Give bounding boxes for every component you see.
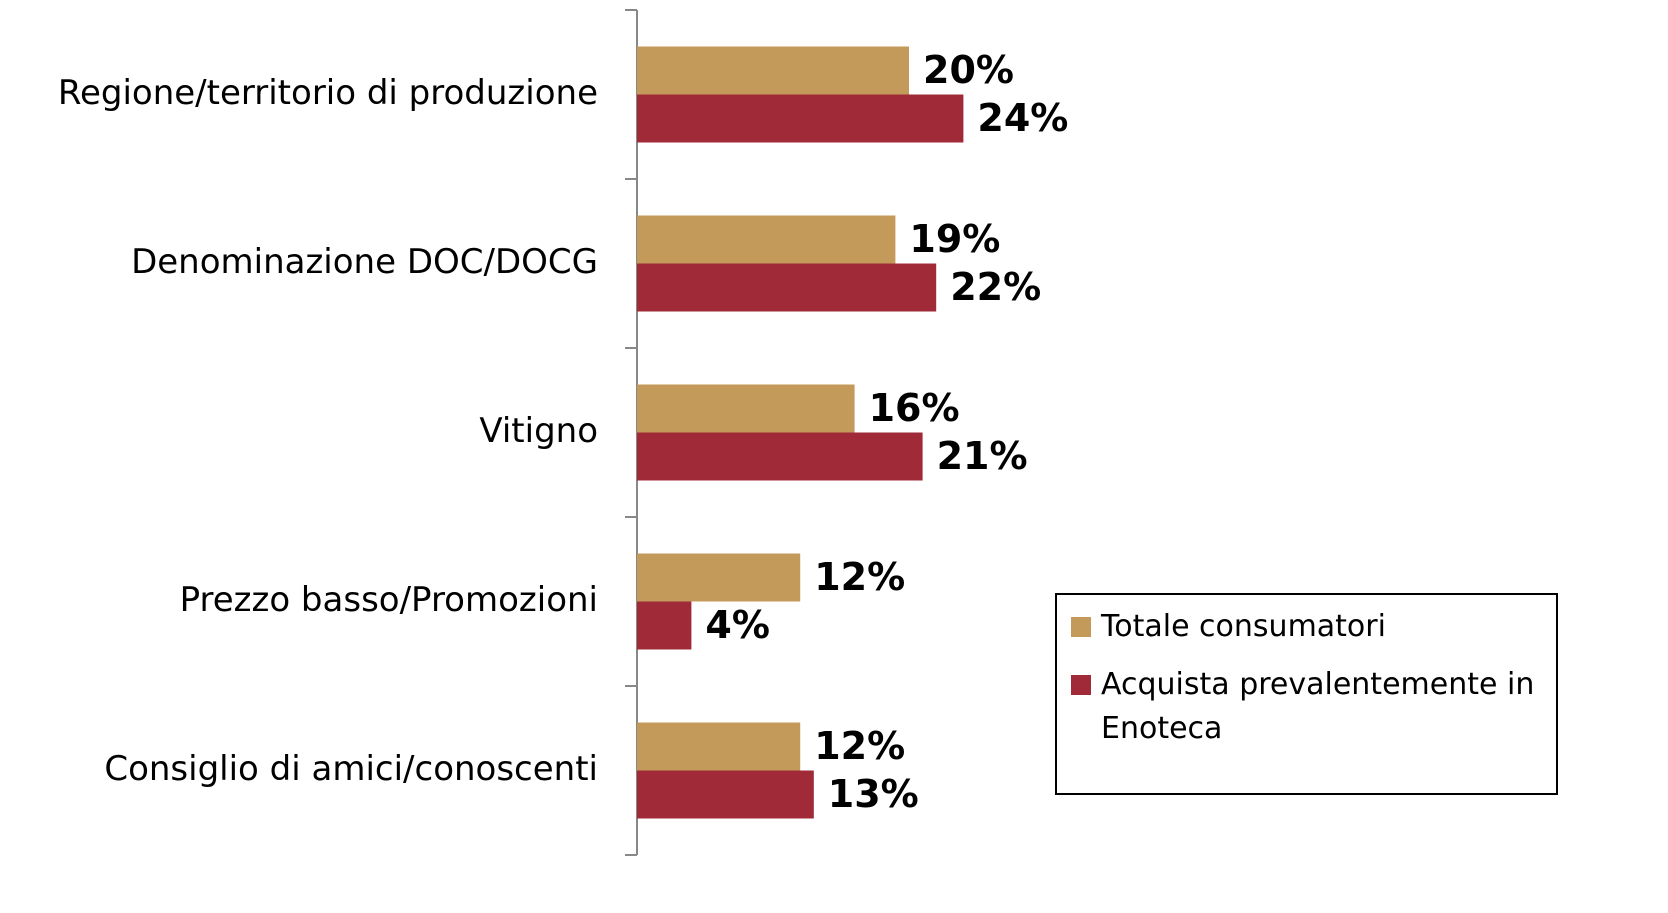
data-label: 22% <box>950 265 1041 309</box>
legend-label: Totale consumatori <box>1101 609 1386 644</box>
category-label: Prezzo basso/Promozioni <box>180 580 598 620</box>
bar <box>637 601 692 650</box>
data-label: 21% <box>937 434 1028 478</box>
bar <box>637 770 814 819</box>
legend-item: Totale consumatori <box>1071 605 1548 649</box>
bar <box>637 215 896 264</box>
data-label: 12% <box>814 724 905 768</box>
bar <box>637 46 909 95</box>
bar <box>637 94 964 143</box>
data-label: 19% <box>909 217 1000 261</box>
legend-label: Acquista prevalentemente in Enoteca <box>1101 667 1535 746</box>
bar <box>637 263 937 312</box>
bar <box>637 384 855 433</box>
bar <box>637 722 801 771</box>
category-label: Consiglio di amici/conoscenti <box>104 749 598 789</box>
category-label: Vitigno <box>479 411 598 451</box>
data-label: 24% <box>977 96 1068 140</box>
legend-swatch <box>1071 675 1091 695</box>
data-label: 20% <box>923 48 1014 92</box>
bar <box>637 432 923 481</box>
data-label: 16% <box>869 386 960 430</box>
bar <box>637 553 801 602</box>
category-label: Regione/territorio di produzione <box>58 73 598 113</box>
legend-swatch <box>1071 617 1091 637</box>
legend: Totale consumatori Acquista prevalentemen… <box>1055 593 1558 795</box>
data-label: 12% <box>814 555 905 599</box>
data-label: 4% <box>705 603 770 647</box>
category-label: Denominazione DOC/DOCG <box>131 242 598 282</box>
data-label: 13% <box>828 772 919 816</box>
legend-item: Acquista prevalentemente in Enoteca <box>1071 663 1548 751</box>
